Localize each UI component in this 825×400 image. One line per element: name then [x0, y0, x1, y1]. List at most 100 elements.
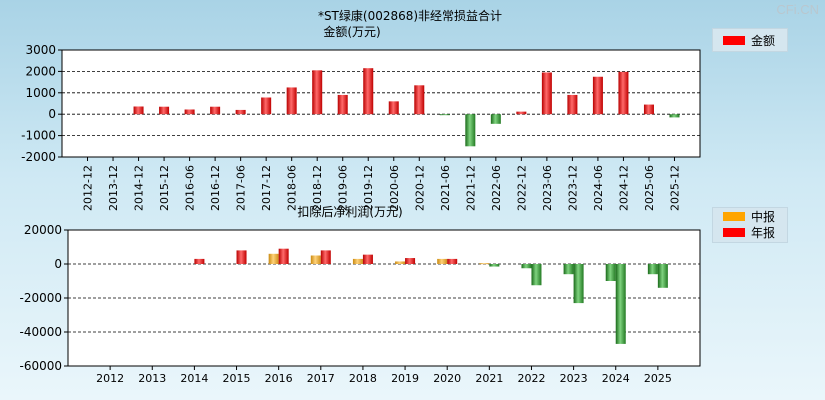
chart2-xtick-label: 2024	[602, 372, 630, 385]
chart1-xtick-label: 2014-12	[133, 165, 146, 211]
chart2-bar-interim-2023	[563, 264, 574, 275]
chart1-xtick-label: 2024-12	[617, 165, 630, 211]
chart2-bar-interim-2017	[310, 255, 321, 264]
chart2-bar-annual-2024	[615, 264, 626, 344]
chart1-xtick-label: 2021-12	[464, 165, 477, 211]
chart1-bar-2021-12	[465, 114, 476, 147]
chart1-xtick-label: 2015-12	[158, 165, 171, 211]
legend-swatch-amount	[723, 35, 745, 45]
chart1-bar-2020-06	[388, 101, 399, 115]
chart2-xtick-label: 2017	[307, 372, 335, 385]
legend-swatch-interim	[723, 211, 745, 221]
chart2-xtick-label: 2019	[391, 372, 419, 385]
chart1-xtick-label: 2013-12	[107, 165, 120, 211]
legend-label-amount: 金额	[751, 33, 776, 48]
chart1-xtick-label: 2020-06	[388, 165, 401, 211]
net-profit-chart: 扣除后净利润(万元) 20000 0 -20000 -40000 -60000 2012 2…	[19, 204, 701, 385]
chart2-xtick-label: 2023	[560, 372, 588, 385]
watermark-logo: CFi.CN	[776, 2, 819, 17]
chart2-xtick-label: 2018	[349, 372, 377, 385]
chart1-xtick-label: 2016-12	[209, 165, 222, 211]
chart2-bar-interim-2019	[395, 261, 406, 264]
chart1-bar-2018-12	[312, 70, 323, 115]
chart1-title: *ST绿康(002868)非经常损益合计	[318, 8, 502, 23]
chart2-xtick-label: 2025	[644, 372, 672, 385]
chart1-xtick-label: 2025-12	[668, 165, 681, 211]
chart1-xtick-label: 2016-06	[184, 165, 197, 211]
legend-swatch-annual	[723, 227, 745, 237]
chart2-bar-annual-2025	[657, 264, 668, 288]
chart2-xtick-label: 2020	[433, 372, 461, 385]
chart2-ytick-label: -60000	[19, 359, 62, 373]
chart1-bar-2016-06	[184, 109, 195, 115]
chart1-legend: 金额	[712, 28, 788, 52]
chart1-bar-2019-12	[363, 68, 374, 115]
chart2-ytick-label: 0	[54, 257, 62, 271]
chart1-plot-area	[62, 50, 700, 157]
chart2-bar-interim-2025	[647, 264, 658, 275]
chart1-ytick-label: 1000	[25, 86, 56, 100]
chart2-xtick-label: 2015	[223, 372, 251, 385]
chart1-bar-2022-06	[490, 114, 501, 124]
chart1-bar-2014-12	[133, 106, 144, 115]
chart2-xtick-label: 2012	[96, 372, 124, 385]
chart2-ytick-label: -20000	[19, 291, 62, 305]
chart1-xtick-label: 2019-06	[337, 165, 350, 211]
chart1-xtick-label: 2019-12	[362, 165, 375, 211]
chart2-bar-interim-2021	[479, 263, 490, 265]
chart1-bar-2019-06	[337, 94, 348, 115]
chart1-xtick-label: 2018-12	[311, 165, 324, 211]
chart2-bar-annual-2016	[278, 248, 289, 264]
chart1-ytick-label: 0	[48, 107, 56, 121]
chart1-bar-2018-06	[286, 87, 297, 115]
chart1-bar-2025-06	[643, 104, 654, 115]
chart2-bar-annual-2018	[362, 254, 373, 264]
chart2-bar-annual-2017	[320, 250, 331, 264]
chart2-bar-interim-2020	[437, 258, 448, 264]
chart1-bar-2024-12	[618, 71, 629, 115]
chart1-bar-2021-06	[439, 114, 450, 116]
chart1-ytick-label: -2000	[21, 150, 56, 164]
chart2-xtick-label: 2013	[138, 372, 166, 385]
chart2-frame	[67, 229, 701, 367]
chart2-xtick-label: 2022	[517, 372, 545, 385]
chart1-bar-2015-12	[159, 106, 170, 115]
chart2-bar-annual-2015	[236, 250, 247, 264]
chart2-bar-interim-2024	[605, 264, 616, 281]
chart1-xtick-label: 2023-12	[566, 165, 579, 211]
legend-item-interim: 中报	[713, 208, 787, 224]
chart2-bar-annual-2019	[405, 258, 416, 264]
chart2-title: 扣除后净利润(万元)	[297, 204, 402, 219]
chart1-xtick-label: 2020-12	[413, 165, 426, 211]
chart2-bar-annual-2020	[447, 258, 458, 264]
nonrecurring-pnl-chart: *ST绿康(002868)非经常损益合计 金额(万元) 3000 2000 1000…	[21, 8, 701, 211]
legend-item-amount: 金额	[713, 29, 787, 51]
chart1-bar-2025-12	[669, 114, 680, 118]
chart1-bar-2017-06	[235, 109, 246, 115]
chart1-xtick-label: 2017-12	[260, 165, 273, 211]
chart2-bar-annual-2014	[194, 258, 205, 264]
chart1-xtick-label: 2018-06	[286, 165, 299, 211]
chart1-bar-2016-12	[210, 106, 221, 115]
legend-item-annual: 年报	[713, 224, 787, 240]
chart2-xtick-label: 2016	[265, 372, 293, 385]
chart1-xtick-label: 2024-06	[592, 165, 605, 211]
chart2-bar-annual-2022	[531, 264, 542, 286]
chart1-ytick-label: 2000	[25, 64, 56, 78]
chart1-xtick-label: 2012-12	[82, 165, 95, 211]
legend-label-annual: 年报	[751, 225, 776, 240]
chart1-xtick-label: 2022-12	[515, 165, 528, 211]
chart1-bar-2024-06	[592, 76, 603, 115]
chart2-xtick-label: 2014	[180, 372, 208, 385]
chart2-ytick-label: 20000	[24, 223, 62, 237]
chart2-bar-annual-2021	[489, 264, 500, 267]
chart1-frame	[61, 49, 701, 158]
chart2-bar-annual-2023	[573, 264, 584, 304]
chart1-bar-2020-12	[414, 85, 425, 115]
chart1-bar-2023-12	[567, 94, 578, 115]
chart2-bar-interim-2022	[521, 264, 532, 269]
chart1-xtick-label: 2022-06	[490, 165, 503, 211]
chart2-ytick-label: -40000	[19, 325, 62, 339]
legend-label-interim: 中报	[751, 209, 776, 224]
